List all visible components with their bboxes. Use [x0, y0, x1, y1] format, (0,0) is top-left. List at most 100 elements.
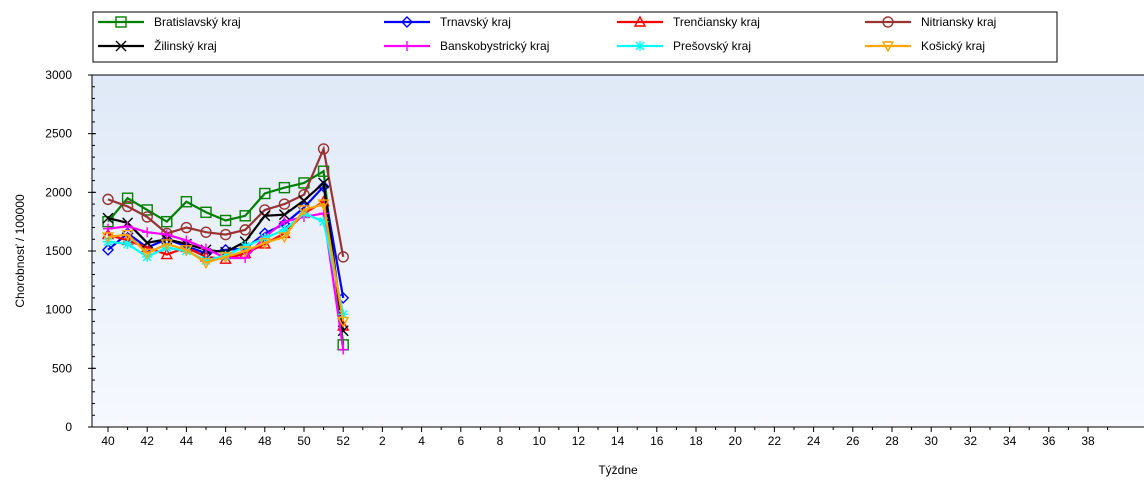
legend-item: Nitriansky kraj [865, 15, 996, 29]
data-point [199, 258, 213, 270]
legend-label: Prešovský kraj [673, 39, 751, 53]
data-point [161, 215, 173, 228]
data-point [317, 199, 330, 211]
data-point [239, 224, 251, 236]
data-point [122, 221, 133, 232]
legend-label: Košický kraj [921, 39, 985, 53]
y-axis-title: Chorobnosť / 100000 [13, 194, 27, 308]
data-point [201, 243, 211, 254]
data-point [102, 243, 114, 256]
legend-item: Trenčiansky kraj [617, 15, 760, 29]
legend-marker [402, 41, 412, 51]
series-4 [102, 143, 349, 263]
legend-marker [882, 16, 894, 28]
data-point [220, 250, 231, 261]
data-point [259, 187, 271, 200]
data-point [181, 235, 192, 246]
x-tick-label: 40 [101, 434, 115, 448]
x-tick-label: 46 [219, 434, 233, 448]
data-point [180, 221, 193, 234]
data-point [180, 245, 193, 257]
y-tick-label: 0 [65, 420, 72, 434]
x-tick-label: 20 [729, 434, 743, 448]
data-point [142, 251, 153, 262]
data-point [297, 205, 311, 217]
legend-item: Prešovský kraj [617, 39, 751, 53]
plot-area [92, 75, 1144, 427]
series-line [107, 169, 345, 345]
legend-label: Trenčiansky kraj [673, 15, 760, 29]
data-point [279, 224, 290, 235]
y-tick-label: 1500 [45, 244, 72, 258]
data-point [121, 192, 134, 204]
data-point [141, 248, 154, 260]
data-point [141, 241, 154, 253]
legend-marker [881, 41, 895, 53]
data-point [200, 206, 212, 218]
legend-label: Nitriansky kraj [921, 15, 996, 29]
data-point [101, 232, 115, 244]
x-tick-label: 44 [180, 434, 194, 448]
data-point [239, 246, 252, 258]
y-tick-label: 1000 [45, 303, 72, 317]
data-point [258, 238, 271, 250]
x-tick-label: 36 [1042, 434, 1056, 448]
data-point [239, 210, 251, 222]
legend-item: Bratislavský kraj [98, 15, 241, 29]
series-8 [101, 199, 350, 328]
x-tick-label: 42 [141, 434, 155, 448]
x-tick-label: 34 [1003, 434, 1017, 448]
legend-item: Žilinský kraj [98, 38, 217, 53]
data-point [317, 143, 330, 155]
data-point [141, 211, 153, 223]
data-point [121, 200, 134, 213]
data-point [160, 248, 173, 260]
y-tick-label: 500 [52, 361, 72, 375]
legend-label: Trnavský kraj [440, 15, 511, 29]
x-tick-label: 24 [807, 434, 821, 448]
y-tick-label: 3000 [45, 68, 72, 82]
data-point [338, 309, 349, 320]
legend-marker [401, 16, 413, 28]
data-point [219, 228, 232, 241]
legend: Bratislavský kraj Trnavský kraj Trenčiansk… [92, 11, 1058, 63]
data-point [161, 242, 172, 253]
series-line [107, 145, 345, 258]
data-point [318, 177, 330, 189]
legend-item: Košický kraj [865, 39, 985, 53]
data-point [278, 198, 291, 210]
data-point [337, 251, 349, 263]
x-tick-label: 50 [297, 434, 311, 448]
legend-box [92, 11, 1058, 63]
x-tick-label: 8 [497, 434, 504, 448]
x-tick-label: 22 [768, 434, 782, 448]
x-tick-label: 18 [689, 434, 703, 448]
x-tick-label: 38 [1081, 434, 1095, 448]
x-tick-label: 6 [457, 434, 464, 448]
x-tick-label: 32 [964, 434, 978, 448]
data-point [103, 223, 113, 234]
data-point [141, 204, 153, 216]
series-layer [101, 143, 350, 355]
x-tick-label: 26 [846, 434, 860, 448]
y-tick-label: 2000 [45, 185, 72, 199]
legend-item: Banskobystrický kraj [384, 39, 549, 53]
data-point [201, 255, 211, 266]
x-tick-label: 52 [337, 434, 351, 448]
x-tick-label: 12 [572, 434, 586, 448]
x-tick-label: 30 [925, 434, 939, 448]
legend-marker [115, 16, 127, 28]
x-tick-label: 48 [258, 434, 272, 448]
legend-label: Banskobystrický kraj [440, 39, 549, 53]
data-point [219, 252, 232, 264]
data-point [142, 227, 153, 238]
data-point [278, 232, 291, 244]
data-point [278, 181, 291, 194]
data-point [318, 216, 329, 227]
series-line [107, 202, 345, 322]
x-tick-label: 14 [611, 434, 625, 448]
data-point [161, 229, 172, 240]
data-point [122, 238, 133, 249]
